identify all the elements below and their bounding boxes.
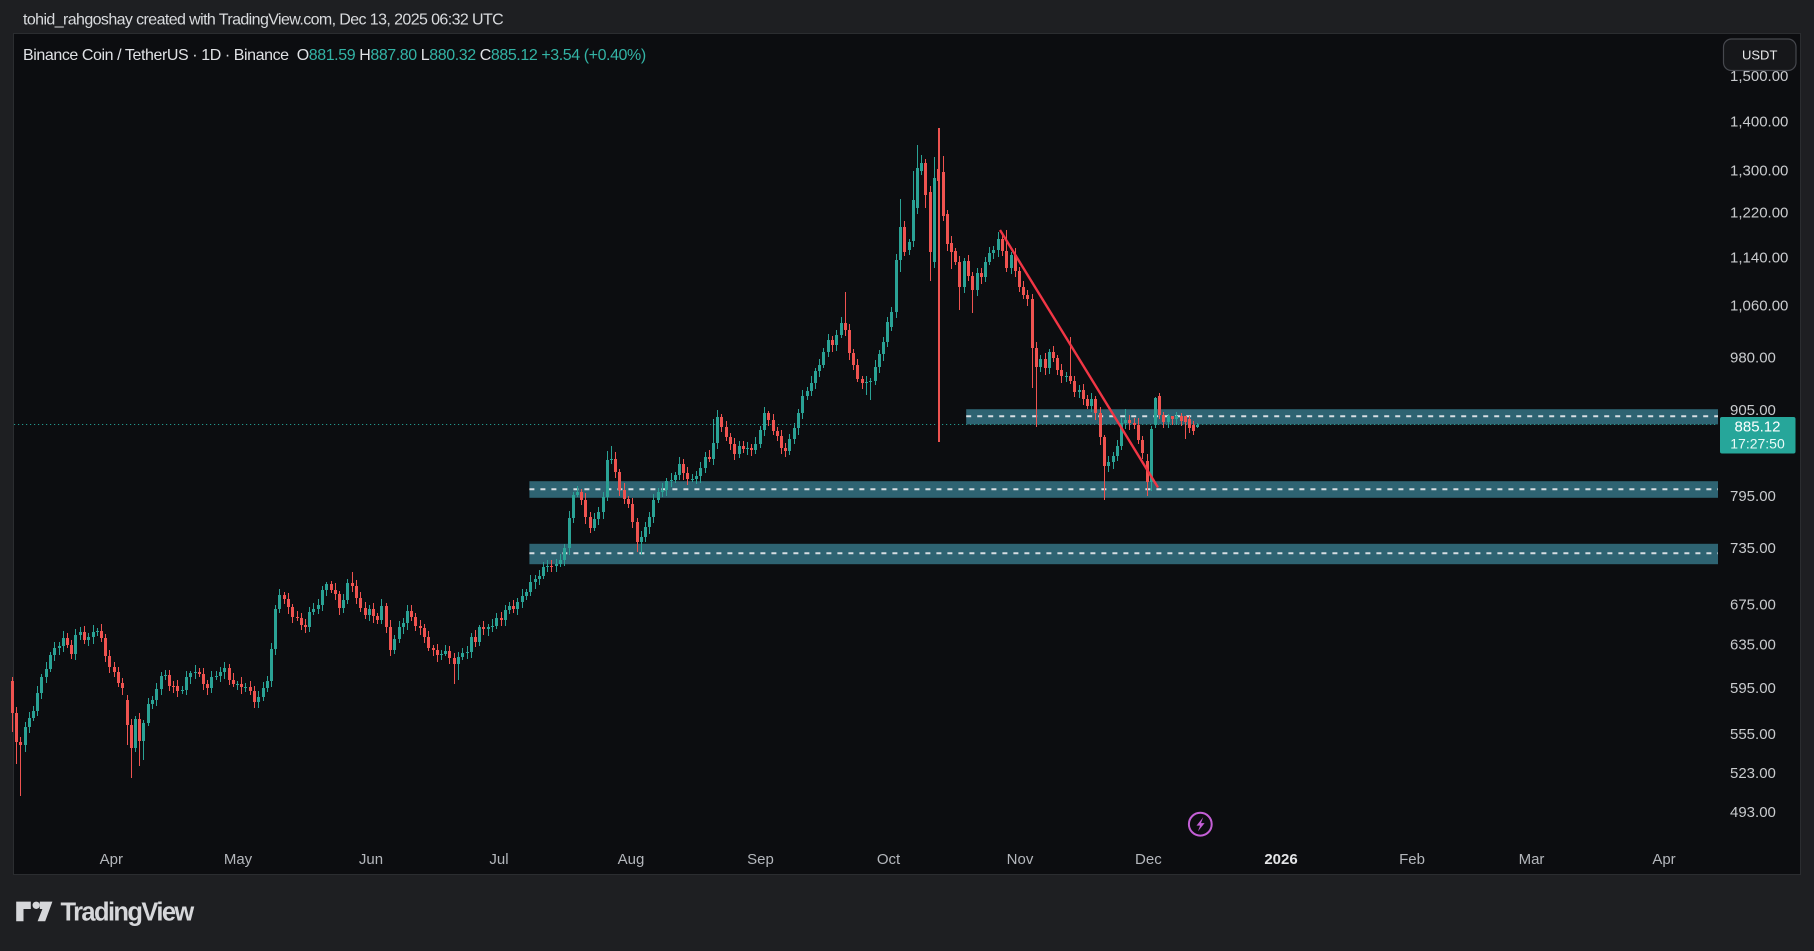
svg-text:Dec: Dec <box>1135 851 1162 868</box>
svg-text:555.00: 555.00 <box>1730 726 1776 743</box>
svg-text:Aug: Aug <box>618 851 645 868</box>
svg-text:795.00: 795.00 <box>1730 488 1776 505</box>
svg-text:Apr: Apr <box>1652 851 1675 868</box>
svg-text:USDT: USDT <box>1742 48 1777 63</box>
svg-text:735.00: 735.00 <box>1730 540 1776 557</box>
svg-text:635.00: 635.00 <box>1730 637 1776 654</box>
svg-text:493.00: 493.00 <box>1730 804 1776 821</box>
svg-text:Nov: Nov <box>1007 851 1034 868</box>
svg-text:595.00: 595.00 <box>1730 680 1776 697</box>
svg-text:1,220.00: 1,220.00 <box>1730 205 1788 222</box>
svg-text:1,140.00: 1,140.00 <box>1730 249 1788 266</box>
svg-text:May: May <box>224 851 253 868</box>
svg-text:1,060.00: 1,060.00 <box>1730 298 1788 315</box>
svg-text:675.00: 675.00 <box>1730 596 1776 613</box>
svg-text:1,500.00: 1,500.00 <box>1730 68 1788 85</box>
svg-text:905.00: 905.00 <box>1730 402 1776 419</box>
svg-text:523.00: 523.00 <box>1730 765 1776 782</box>
svg-text:Jun: Jun <box>359 851 383 868</box>
svg-text:17:27:50: 17:27:50 <box>1730 436 1785 452</box>
svg-text:885.12: 885.12 <box>1735 419 1781 436</box>
svg-text:1,400.00: 1,400.00 <box>1730 113 1788 130</box>
svg-text:Feb: Feb <box>1399 851 1425 868</box>
svg-text:tohid_rahgoshay created with T: tohid_rahgoshay created with TradingView… <box>23 12 503 29</box>
svg-text:Mar: Mar <box>1519 851 1545 868</box>
svg-text:TradingView: TradingView <box>61 899 195 927</box>
svg-text:980.00: 980.00 <box>1730 350 1776 367</box>
svg-text:Binance Coin / TetherUS · 1D ·: Binance Coin / TetherUS · 1D · Binance O… <box>23 47 646 64</box>
svg-text:1,300.00: 1,300.00 <box>1730 163 1788 180</box>
svg-text:2026: 2026 <box>1264 851 1297 868</box>
svg-text:Oct: Oct <box>877 851 901 868</box>
svg-text:Jul: Jul <box>489 851 508 868</box>
svg-text:Apr: Apr <box>100 851 123 868</box>
svg-text:Sep: Sep <box>747 851 774 868</box>
